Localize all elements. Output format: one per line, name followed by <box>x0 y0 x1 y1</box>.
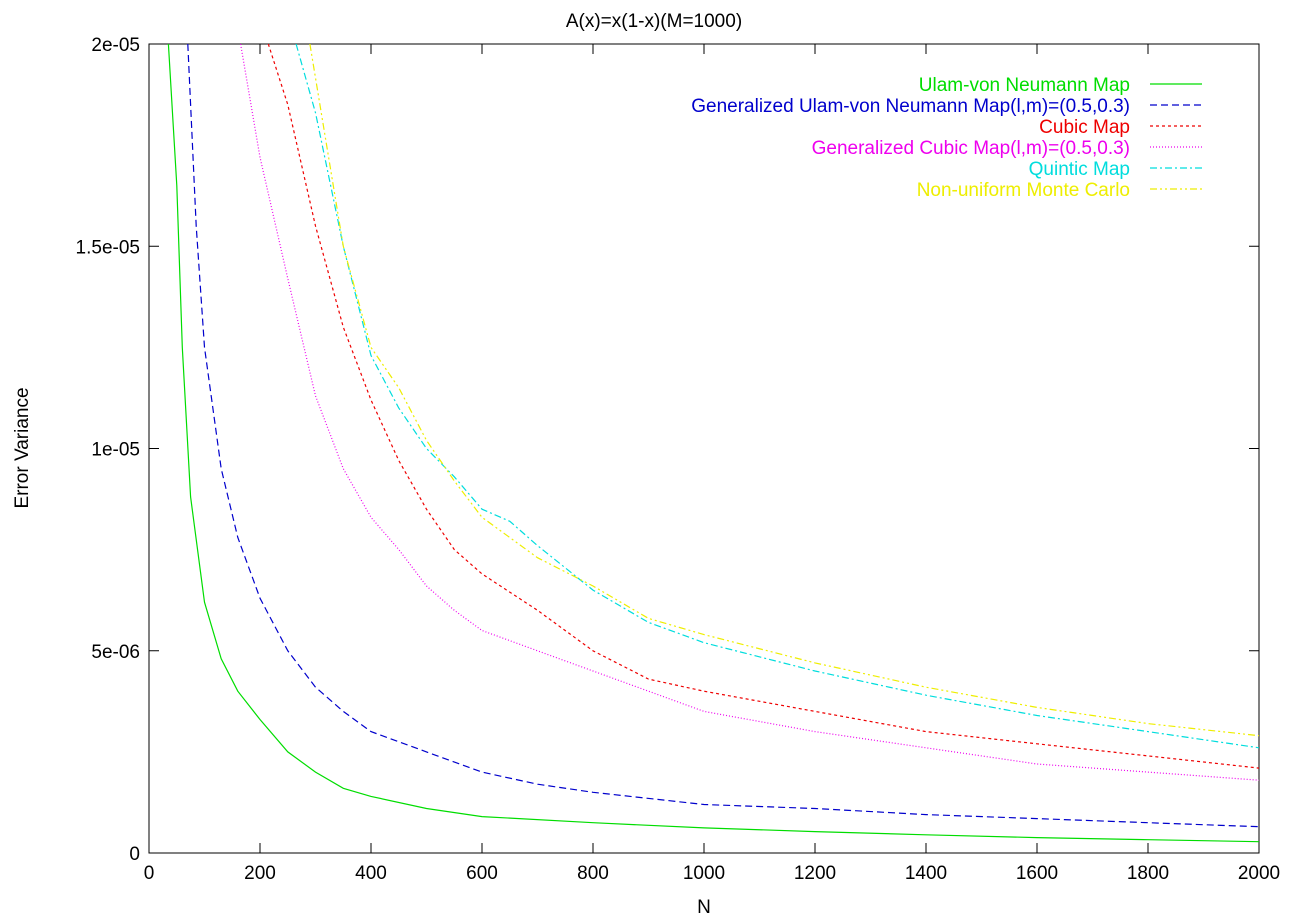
x-tick-label: 600 <box>466 863 498 884</box>
x-axis-label: N <box>697 897 711 918</box>
x-tick-label: 1000 <box>683 863 725 884</box>
legend-label: Ulam-von Neumann Map <box>919 75 1130 96</box>
series-line-6 <box>309 44 1259 737</box>
chart-title: A(x)=x(1-x)(M=1000) <box>566 11 742 32</box>
y-tick-label: 1.5e-05 <box>76 237 140 258</box>
x-tick-label: 1800 <box>1127 863 1169 884</box>
legend-label: Cubic Map <box>1039 117 1130 138</box>
x-tick-label: 1400 <box>905 863 947 884</box>
legend-label: Non-uniform Monte Carlo <box>917 180 1130 201</box>
x-tick-label: 800 <box>577 863 609 884</box>
x-tick-label: 1200 <box>794 863 836 884</box>
plot-area: 0 200 400 600 800 1000 1200 1400 1600 1800 2000 0 5e… <box>76 35 1281 884</box>
y-axis-label: Error Variance <box>12 387 33 508</box>
y-tick-label: 5e-06 <box>91 642 140 663</box>
series-line-3 <box>267 44 1259 769</box>
x-tick-label: 0 <box>144 863 155 884</box>
y-tick-label: 0 <box>129 844 140 865</box>
x-tick-label: 1600 <box>1016 863 1058 884</box>
legend-label: Quintic Map <box>1029 159 1130 180</box>
x-tick-label: 2000 <box>1238 863 1280 884</box>
x-tick-label: 200 <box>244 863 276 884</box>
y-tick-label: 2e-05 <box>91 35 140 56</box>
x-tick-label: 400 <box>355 863 387 884</box>
legend-label: Generalized Cubic Map(l,m)=(0.5,0.3) <box>812 138 1130 159</box>
series-line-5 <box>295 44 1259 749</box>
legend-label: Generalized Ulam-von Neumann Map(l,m)=(0… <box>691 96 1130 117</box>
y-tick-label: 1e-05 <box>91 440 140 461</box>
series-line-1 <box>167 44 1259 843</box>
